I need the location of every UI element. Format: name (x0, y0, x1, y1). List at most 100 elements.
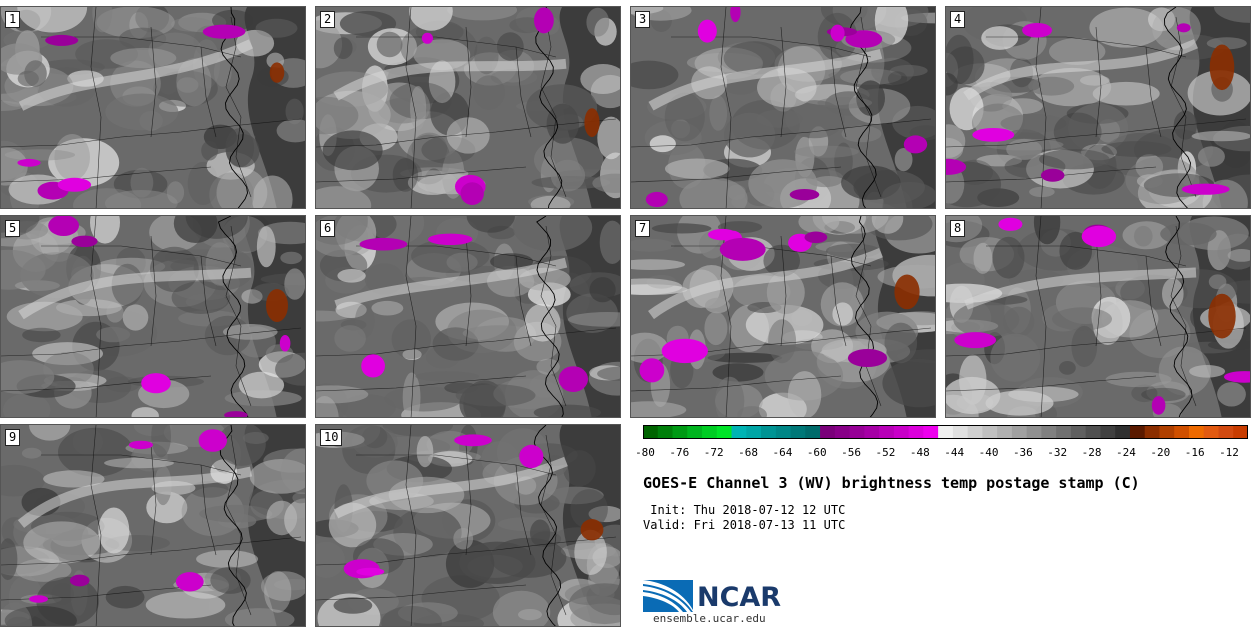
colorbar-segment (1026, 425, 1043, 439)
state-border (150, 235, 157, 347)
moisture-blob (705, 297, 730, 314)
stamp-panel-4: 4 (945, 6, 1251, 209)
panel-number: 1 (5, 11, 21, 28)
moisture-blob (794, 145, 859, 158)
moisture-blob (679, 177, 748, 208)
moisture-blob (513, 216, 593, 252)
moisture-blob (402, 349, 422, 360)
state-border (1145, 46, 1162, 138)
moisture-blob (104, 457, 174, 469)
moisture-blob (316, 310, 350, 322)
moisture-blob (1, 602, 33, 626)
moisture-blob (473, 75, 505, 110)
coastline (1164, 7, 1191, 208)
moisture-blob (316, 20, 343, 69)
moisture-blob (238, 371, 285, 399)
dry-warm-patch (1209, 44, 1235, 91)
moisture-blob (176, 77, 199, 93)
moisture-blob (840, 68, 902, 85)
moisture-blob (737, 406, 767, 417)
moisture-blob (367, 216, 424, 241)
moisture-blob (821, 216, 889, 234)
init-time: Init: Thu 2018-07-12 12 UTC (643, 503, 846, 517)
moisture-blob (592, 173, 620, 193)
state-border (540, 434, 567, 616)
colorbar-segment (1188, 425, 1205, 439)
convective-cloud (804, 231, 828, 244)
moisture-blob (189, 481, 229, 498)
state-border (465, 26, 472, 138)
moisture-blob (1189, 365, 1226, 378)
moisture-blob (58, 427, 134, 477)
moist-band (334, 257, 568, 310)
moisture-blob (631, 60, 679, 90)
state-border (855, 225, 882, 407)
moisture-blob (316, 385, 369, 404)
moist-band (648, 247, 883, 320)
moisture-blob (392, 158, 419, 192)
convective-cloud (460, 182, 484, 206)
moisture-blob (894, 148, 913, 172)
colorbar-segment (761, 425, 777, 439)
moisture-blob (398, 602, 458, 624)
moisture-blob (704, 311, 728, 346)
colorbar-segment (775, 425, 792, 439)
moisture-blob (92, 7, 113, 33)
moist-band (17, 466, 253, 528)
moisture-blob (322, 130, 383, 171)
moisture-blob (110, 47, 177, 69)
moisture-blob (199, 504, 273, 523)
moisture-blob (570, 603, 620, 626)
moisture-blob (261, 571, 305, 601)
colorbar-segment (1085, 425, 1102, 439)
chart-title: GOES-E Channel 3 (WV) brightness temp po… (643, 474, 1140, 492)
moist-band (333, 456, 568, 519)
moisture-blob (1, 140, 26, 181)
state-border (465, 444, 472, 556)
moisture-blob (36, 576, 100, 626)
convective-cloud (847, 349, 888, 367)
moisture-blob (768, 319, 797, 364)
colorbar-tick-label: -20 (1150, 446, 1171, 459)
wv-imagery (946, 216, 1250, 417)
colorbar-segment (938, 425, 954, 439)
convective-cloud (903, 135, 928, 154)
state-border (200, 255, 217, 347)
moisture-blob (1101, 300, 1159, 338)
panel-number: 7 (635, 220, 651, 237)
coastline (217, 216, 249, 417)
stamp-panel-2: 2 (315, 6, 621, 209)
moisture-blob (748, 159, 818, 208)
moisture-blob (589, 277, 616, 303)
moisture-blob (130, 167, 154, 198)
moisture-blob (946, 46, 985, 85)
moisture-blob (1049, 38, 1106, 65)
colorbar-tick-label: -72 (703, 446, 724, 459)
state-border (540, 16, 567, 198)
colorbar-segment (864, 425, 880, 439)
convective-cloud (454, 434, 492, 447)
moisture-blob (284, 268, 305, 300)
state-border (225, 225, 252, 407)
stamp-panel-1: 1 (0, 6, 306, 209)
colorbar-segment (702, 425, 718, 439)
state-border (830, 46, 847, 138)
moisture-blob (832, 7, 887, 30)
colorbar-tick-label: -44 (944, 446, 965, 459)
ocean-dry-region (244, 7, 305, 208)
moisture-blob (411, 239, 490, 273)
dry-warm-patch (584, 108, 600, 137)
colorbar-segment (731, 425, 747, 439)
moisture-blob (1120, 274, 1188, 311)
moisture-blob (256, 226, 276, 268)
moisture-blob (98, 507, 130, 554)
moisture-blob (665, 158, 730, 179)
convective-cloud (661, 338, 708, 364)
state-border (1, 375, 212, 392)
moisture-blob (1141, 387, 1186, 402)
colorbar-segment (908, 425, 924, 439)
colorbar-tick-label: -80 (635, 446, 655, 459)
moisture-blob (887, 71, 908, 87)
moisture-blob (370, 436, 451, 458)
dry-warm-patch (1208, 293, 1236, 339)
